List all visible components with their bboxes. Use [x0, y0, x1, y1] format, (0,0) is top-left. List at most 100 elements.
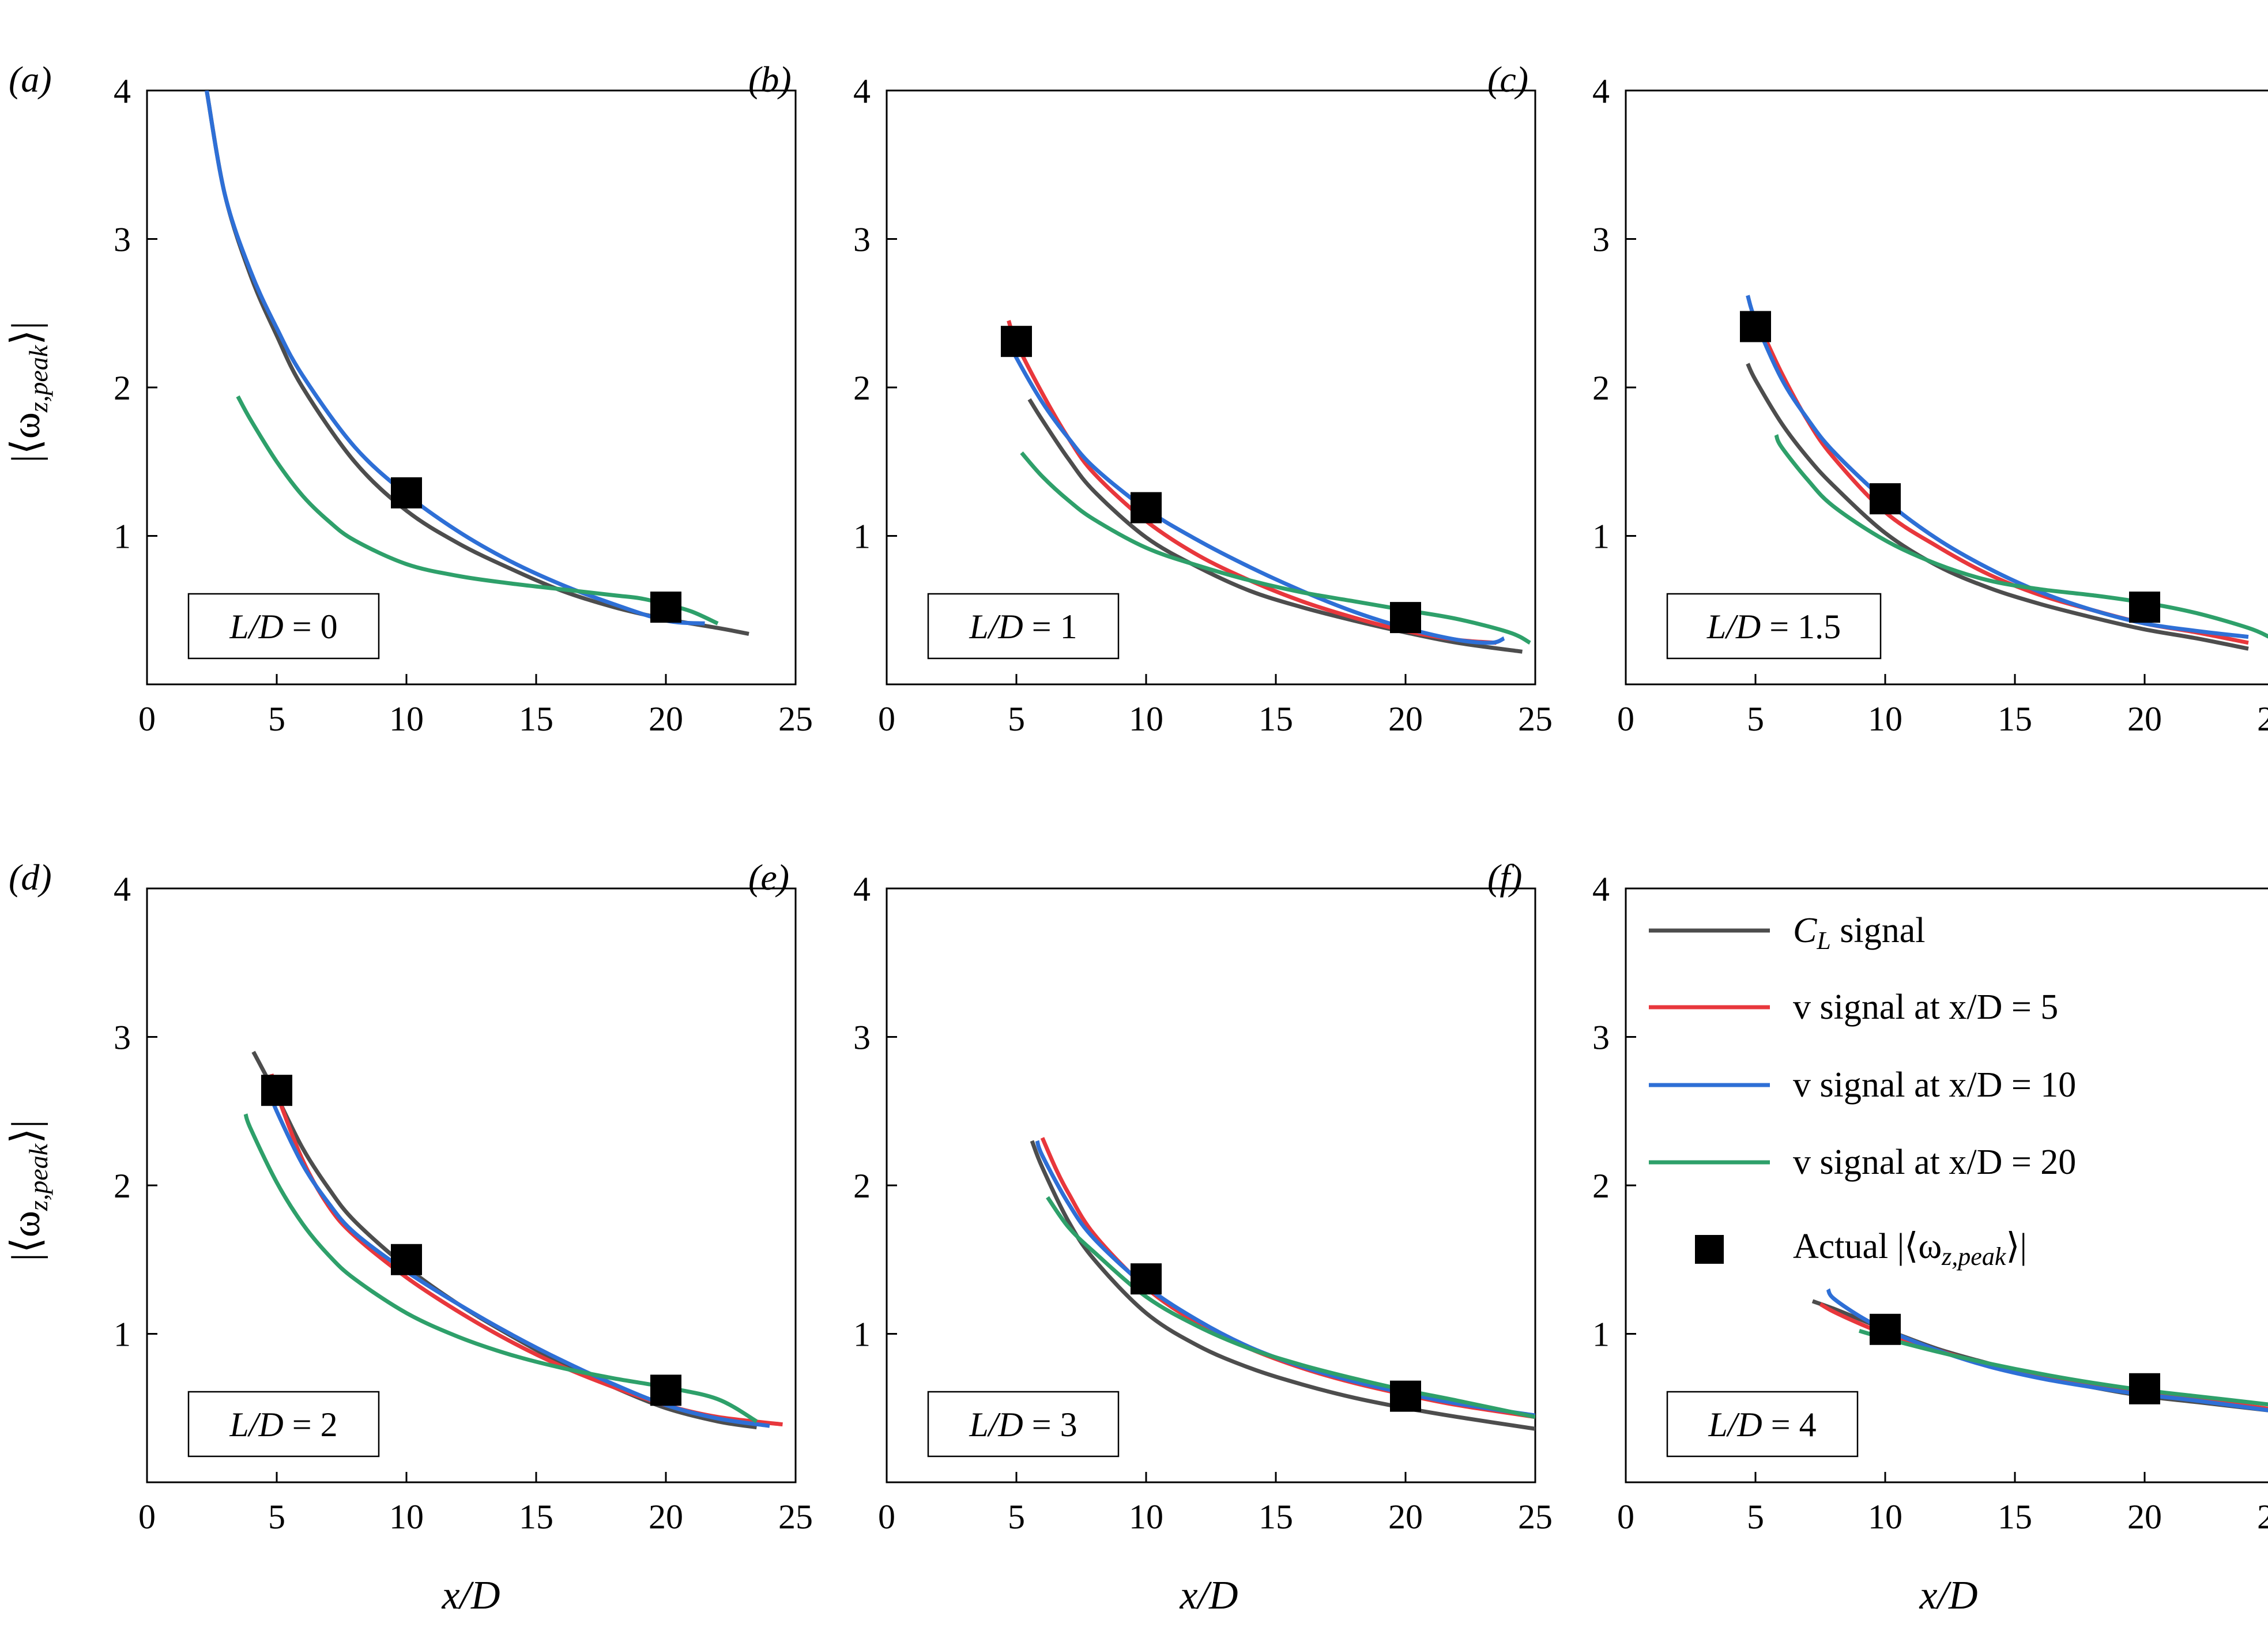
y-tick-label: 3	[1592, 221, 1610, 259]
x-tick-label: 0	[1617, 700, 1634, 738]
actual-marker	[2129, 592, 2160, 623]
series-line-v10	[205, 91, 705, 626]
y-tick-label: 1	[114, 1316, 131, 1354]
ld-annotation-box	[187, 593, 380, 660]
ld-annotation-box	[187, 1391, 380, 1457]
ld-annotation-box	[1666, 1391, 1859, 1457]
series-group	[243, 1050, 783, 1430]
series-line-v10	[269, 1095, 770, 1428]
y-tick-label: 4	[853, 72, 871, 110]
ld-annotation-box	[1666, 593, 1882, 660]
y-tick-label: 4	[1592, 870, 1610, 908]
series-line-v10	[1007, 339, 1505, 645]
x-tick-label: 10	[389, 1498, 424, 1536]
legend-marker-actual	[1695, 1235, 1724, 1264]
panel-d: 0 5 10 15 20 25 1 2 3 4 (d) L/D = 2	[9, 857, 813, 1536]
ld-annotation-text: L/D = 2	[229, 1406, 337, 1444]
actual-marker	[391, 1244, 422, 1275]
y-tick-label: 2	[114, 369, 131, 407]
series-line-v20	[1020, 451, 1531, 645]
series-line-v10	[1826, 1288, 2268, 1413]
series-line-v20	[1046, 1196, 1535, 1419]
x-tick-label: 5	[1747, 1498, 1764, 1536]
series-group	[205, 91, 749, 636]
x-tick-label: 5	[1747, 700, 1764, 738]
y-tick-label: 1	[1592, 518, 1610, 556]
y-tick-label: 2	[1592, 1167, 1610, 1205]
series-line-cl	[205, 91, 749, 636]
legend-label-v5: v signal at x/D = 5	[1793, 988, 2058, 1027]
series-group	[1811, 1288, 2268, 1413]
series-line-cl	[251, 1050, 758, 1430]
x-tick-label: 0	[878, 1498, 895, 1536]
ld-annotation: L/D = 4	[1666, 1391, 1859, 1457]
ld-annotation-text: L/D = 1	[969, 608, 1077, 646]
legend: CL signal v signal at x/D = 5 v signal a…	[1649, 911, 2076, 1271]
x-tick-label: 5	[268, 1498, 285, 1536]
x-tick-label: 25	[1518, 1498, 1553, 1536]
x-tick-label: 10	[389, 700, 424, 738]
actual-marker	[1390, 1380, 1421, 1412]
x-tick-label: 25	[2257, 700, 2268, 738]
x-axis-title-e: x/D	[1179, 1573, 1238, 1618]
ld-annotation: L/D = 1	[927, 593, 1120, 660]
series-group	[1007, 319, 1531, 654]
y-axis-title-row2: |⟨ωz,peak⟩|	[4, 1120, 53, 1261]
x-tick-label: 20	[1388, 1498, 1423, 1536]
actual-marker	[261, 1075, 292, 1106]
y-tick-label: 1	[853, 518, 871, 556]
actual-marker	[1870, 483, 1901, 515]
actual-marker	[1870, 1313, 1901, 1345]
x-tick-label: 25	[2257, 1498, 2268, 1536]
series-line-v5	[1040, 1137, 1535, 1419]
panel-label: (f)	[1487, 857, 1522, 898]
ld-annotation-text: L/D = 3	[969, 1406, 1077, 1444]
x-tick-label: 15	[1259, 700, 1293, 738]
x-tick-label: 0	[138, 1498, 156, 1536]
x-tick-label: 0	[878, 700, 895, 738]
actual-marker	[2129, 1373, 2160, 1404]
actual-marker	[391, 477, 422, 509]
ld-annotation-box	[927, 593, 1120, 660]
x-tick-label: 15	[519, 1498, 553, 1536]
x-tick-label: 10	[1129, 700, 1163, 738]
x-axis-title-f: x/D	[1919, 1573, 1977, 1618]
x-tick-label: 20	[1388, 700, 1423, 738]
y-tick-label: 1	[853, 1316, 871, 1354]
y-tick-label: 3	[853, 221, 871, 259]
ld-annotation-box	[927, 1391, 1120, 1457]
series-group	[1746, 295, 2268, 651]
legend-label-cl: CL signal	[1793, 911, 1925, 955]
x-tick-label: 10	[1868, 700, 1902, 738]
x-tick-label: 20	[2127, 1498, 2162, 1536]
y-tick-label: 1	[114, 518, 131, 556]
panel-a: 0 5 10 15 20 25 1 2 3 4 (a) L/D = 0	[9, 59, 813, 738]
y-tick-label: 2	[1592, 369, 1610, 407]
y-tick-label: 3	[853, 1019, 871, 1057]
series-line-v20	[1859, 1328, 2268, 1407]
x-tick-label: 15	[1998, 1498, 2032, 1536]
y-tick-label: 4	[114, 870, 131, 908]
actual-marker	[650, 1374, 681, 1406]
x-axis-title-d: x/D	[441, 1573, 500, 1618]
series-line-v10	[1746, 295, 2249, 639]
series-line-v20	[1774, 434, 2268, 639]
x-tick-label: 5	[1008, 700, 1025, 738]
panel-c: 0 5 10 15 20 25 1 2 3 4 (c) L/D = 1.5	[1487, 59, 2268, 738]
x-tick-label: 15	[1259, 1498, 1293, 1536]
x-tick-label: 10	[1868, 1498, 1902, 1536]
y-tick-label: 1	[1592, 1316, 1610, 1354]
y-axis-title-row1: |⟨ωz,peak⟩|	[4, 322, 53, 463]
y-tick-label: 4	[114, 72, 131, 110]
ld-annotation-text: L/D = 0	[229, 608, 337, 646]
y-tick-label: 3	[1592, 1019, 1610, 1057]
actual-marker	[1131, 1263, 1162, 1295]
panel-label: (e)	[748, 857, 789, 898]
panel-e: 0 5 10 15 20 25 1 2 3 4 (e) L/D = 3	[748, 857, 1553, 1536]
panel-label: (a)	[9, 59, 52, 100]
panel-f: 0 5 10 15 20 25 1 2 3 4 (f) L/D = 4	[1487, 857, 2268, 1536]
x-tick-label: 5	[268, 700, 285, 738]
x-tick-label: 0	[1617, 1498, 1634, 1536]
y-tick-label: 3	[114, 221, 131, 259]
